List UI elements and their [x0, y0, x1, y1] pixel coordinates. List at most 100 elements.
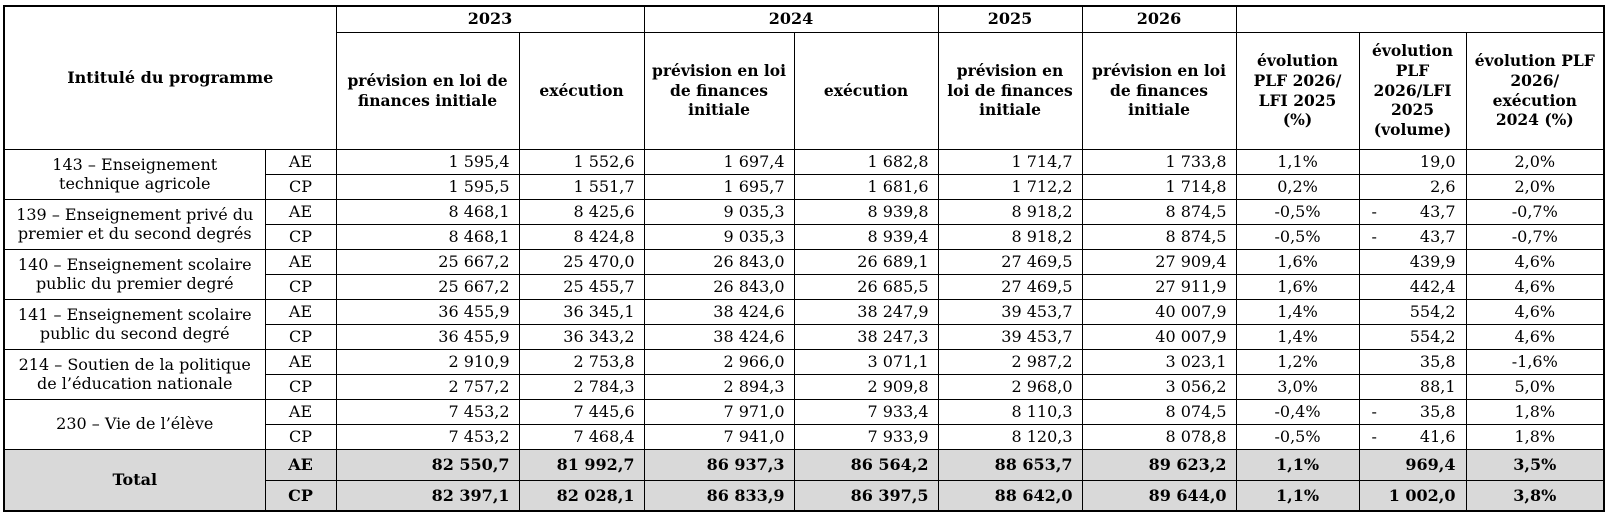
evolution-pct-exec-cell: 4,6% [1465, 298, 1605, 325]
program-row-cp: CP 7 453,2 7 468,4 7 941,0 7 933,9 8 120,3 8 0… [4, 423, 1605, 450]
amount-cell-5: 27 911,9 [1081, 273, 1237, 300]
program-row-cp: CP 25 667,2 25 455,7 26 843,0 26 685,5 27 469… [4, 273, 1605, 300]
amount-cell-4: 88 642,0 [937, 479, 1083, 512]
subheader-row: prévision en loi de finances initiale ex… [4, 31, 1605, 150]
evolution-pct-exec-cell: 4,6% [1465, 248, 1605, 275]
evolution-pct-exec-cell: 3,5% [1465, 448, 1605, 481]
amount-cell-2: 38 424,6 [643, 323, 795, 350]
amount-cell-1: 8 424,8 [518, 223, 645, 250]
unit-cell-ae: AE [264, 448, 337, 481]
evolution-pct-lfi-cell: -0,5% [1235, 198, 1360, 225]
volume-value-wrap: - 41,6 [1360, 427, 1465, 446]
amount-cell-3: 3 071,1 [793, 348, 939, 375]
amount-cell-5: 3 056,2 [1081, 373, 1237, 400]
header-2024-lfi: prévision en loi de finances initiale [643, 31, 795, 150]
evolution-volume-cell: 35,8 [1358, 348, 1467, 375]
amount-cell-0: 25 667,2 [335, 248, 520, 275]
amount-cell-5: 89 644,0 [1081, 479, 1237, 512]
amount-cell-2: 9 035,3 [643, 223, 795, 250]
amount-cell-4: 8 110,3 [937, 398, 1083, 425]
amount-cell-3: 86 564,2 [793, 448, 939, 481]
evolution-volume-cell: 554,2 [1358, 298, 1467, 325]
header-evolution-plf-execution-pct: évolution PLF 2026/ exécution 2024 (%) [1465, 31, 1605, 150]
evolution-pct-lfi-cell: 1,1% [1235, 448, 1360, 481]
volume-value: 969,4 [1405, 454, 1456, 474]
amount-cell-4: 2 987,2 [937, 348, 1083, 375]
evolution-pct-lfi-cell: 1,2% [1235, 348, 1360, 375]
minus-sign: - [1371, 201, 1377, 221]
evolution-pct-lfi-cell: -0,5% [1235, 423, 1360, 450]
volume-value-wrap: 2,6 [1360, 177, 1465, 196]
amount-cell-1: 1 551,7 [518, 173, 645, 200]
evolution-pct-lfi-cell: 1,6% [1235, 273, 1360, 300]
amount-cell-3: 1 682,8 [793, 148, 939, 175]
program-row-ae: 230 – Vie de l’élève AE 7 453,2 7 445,6 7 97… [3, 398, 1605, 450]
amount-cell-2: 7 971,0 [643, 398, 795, 425]
unit-cell-cp: CP [264, 373, 337, 400]
unit-cell-cp: CP [264, 479, 337, 512]
amount-cell-3: 86 397,5 [793, 479, 939, 512]
header-program-title: Intitulé du programme [3, 5, 337, 150]
amount-cell-2: 1 695,7 [643, 173, 795, 200]
unit-cell-cp: CP [264, 423, 337, 450]
evolution-pct-exec-cell: 4,6% [1465, 273, 1605, 300]
amount-cell-0: 1 595,5 [335, 173, 520, 200]
volume-value-wrap: 88,1 [1360, 377, 1465, 396]
amount-cell-0: 7 453,2 [335, 423, 520, 450]
volume-value-wrap: 969,4 [1360, 454, 1465, 474]
amount-cell-3: 38 247,3 [793, 323, 939, 350]
amount-cell-4: 8 918,2 [937, 198, 1083, 225]
evolution-pct-lfi-cell: -0,4% [1235, 398, 1360, 425]
evolution-volume-cell: 439,9 [1358, 248, 1467, 275]
header-2023-lfi: prévision en loi de finances initiale [335, 31, 520, 150]
volume-value: 19,0 [1419, 151, 1456, 171]
amount-cell-2: 2 894,3 [643, 373, 795, 400]
amount-cell-1: 2 753,8 [518, 348, 645, 375]
header-2026-lfi: prévision en loi de finances initiale [1081, 31, 1237, 150]
program-name: 143 – Enseignement technique agricole [3, 148, 266, 200]
program-row-ae: 141 – Enseignement scolaire public du se… [3, 298, 1605, 350]
amount-cell-2: 86 937,3 [643, 448, 795, 481]
program-row-ae: 140 – Enseignement scolaire public du pr… [3, 248, 1605, 300]
volume-value: 442,4 [1409, 276, 1456, 296]
evolution-volume-cell: 969,4 [1358, 448, 1467, 481]
amount-cell-5: 8 874,5 [1081, 223, 1237, 250]
header-2024-execution: exécution [793, 31, 939, 150]
amount-cell-4: 27 469,5 [937, 273, 1083, 300]
volume-value-wrap: 439,9 [1360, 252, 1465, 271]
unit-cell-cp: CP [264, 173, 337, 200]
amount-cell-1: 82 028,1 [518, 479, 645, 512]
evolution-pct-exec-cell: 4,6% [1465, 323, 1605, 350]
evolution-volume-cell: 19,0 [1358, 148, 1467, 175]
program-row-ae: 139 – Enseignement privé du premier et d… [3, 198, 1605, 250]
amount-cell-0: 82 397,1 [335, 479, 520, 512]
volume-value-wrap: 19,0 [1360, 151, 1465, 171]
evolution-pct-exec-cell: 5,0% [1465, 373, 1605, 400]
evolution-pct-exec-cell: 1,8% [1465, 398, 1605, 425]
unit-cell-ae: AE [264, 198, 337, 225]
amount-cell-4: 39 453,7 [937, 323, 1083, 350]
amount-cell-3: 26 689,1 [793, 248, 939, 275]
amount-cell-3: 26 685,5 [793, 273, 939, 300]
amount-cell-2: 1 697,4 [643, 148, 795, 175]
amount-cell-1: 81 992,7 [518, 448, 645, 481]
program-name: 139 – Enseignement privé du premier et d… [3, 198, 266, 250]
amount-cell-3: 7 933,9 [793, 423, 939, 450]
table-header: Intitulé du programme 2023 2024 2025 202… [3, 5, 1605, 150]
volume-value-wrap: - 35,8 [1360, 402, 1465, 421]
amount-cell-5: 27 909,4 [1081, 248, 1237, 275]
amount-cell-5: 1 714,8 [1081, 173, 1237, 200]
program-row-ae: 143 – Enseignement technique agricole AE 1… [3, 148, 1605, 200]
volume-value: 1 002,0 [1388, 485, 1456, 505]
amount-cell-5: 1 733,8 [1081, 148, 1237, 175]
unit-cell-ae: AE [264, 148, 337, 175]
evolution-pct-exec-cell: 1,8% [1465, 423, 1605, 450]
amount-cell-0: 36 455,9 [335, 323, 520, 350]
amount-cell-3: 2 909,8 [793, 373, 939, 400]
amount-cell-2: 86 833,9 [643, 479, 795, 512]
amount-cell-0: 8 468,1 [335, 198, 520, 225]
amount-cell-4: 8 120,3 [937, 423, 1083, 450]
amount-cell-3: 8 939,8 [793, 198, 939, 225]
amount-cell-5: 89 623,2 [1081, 448, 1237, 481]
evolution-pct-exec-cell: -1,6% [1465, 348, 1605, 375]
